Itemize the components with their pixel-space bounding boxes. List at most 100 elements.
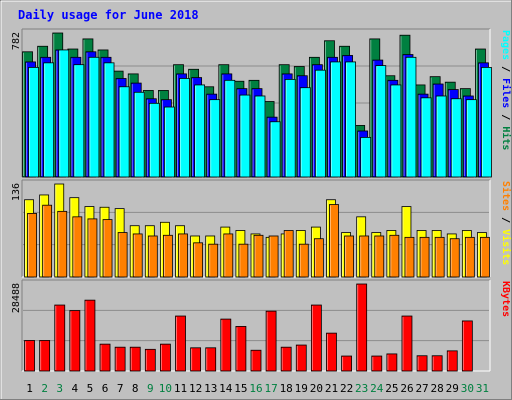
bar-sites-day-23: [359, 235, 370, 278]
bar-sites-day-4: [72, 216, 83, 278]
bar-sites-day-8: [132, 233, 143, 278]
bar-pages-day-2: [43, 62, 55, 178]
bar-sites-day-31: [480, 236, 490, 278]
x-tick-label-day-6: 6: [102, 382, 109, 395]
x-tick-label-day-26: 26: [400, 382, 413, 395]
bar-kbytes-day-27: [416, 355, 428, 372]
chart-panel-2: 136 Sites / Visits: [11, 179, 512, 278]
bar-pages-day-20: [314, 69, 326, 178]
bar-kbytes-day-26: [401, 315, 413, 372]
y-axis-legend: Sites / Visits: [500, 181, 512, 265]
y-max-label: 28488: [11, 283, 22, 313]
legend-hits: Hits: [500, 126, 512, 150]
legend-separator: /: [500, 108, 511, 126]
x-tick-label-day-7: 7: [117, 382, 124, 395]
bar-sites-day-10: [163, 234, 173, 278]
bar-pages-day-22: [345, 61, 356, 178]
bar-kbytes-day-4: [69, 310, 81, 372]
bar-kbytes-day-13: [205, 347, 217, 372]
bar-kbytes-day-14: [220, 318, 232, 372]
bar-pages-day-7: [118, 86, 130, 178]
bar-pages-day-12: [194, 84, 206, 178]
bar-pages-day-26: [405, 56, 417, 178]
bar-kbytes-day-20: [310, 304, 322, 372]
bar-kbytes-day-17: [265, 310, 277, 372]
legend-sites: Sites: [500, 181, 512, 211]
x-tick-label-day-20: 20: [310, 382, 323, 395]
bar-pages-day-16: [254, 95, 266, 178]
bar-sites-day-28: [434, 236, 445, 278]
bar-kbytes-day-30: [461, 320, 473, 372]
x-tick-label-day-23: 23: [355, 382, 368, 395]
chart-panels: 782 Pages / Files / Hits 136 Sites / Visits…: [11, 28, 512, 372]
bar-sites-day-7: [117, 232, 128, 278]
bar-sites-day-5: [87, 218, 98, 278]
bar-pages-day-8: [133, 91, 145, 178]
bar-sites-day-22: [344, 235, 354, 278]
legend-visits: Visits: [500, 229, 512, 265]
chart-title: Daily usage for June 2018: [18, 8, 199, 22]
bar-sites-day-13: [208, 243, 219, 278]
bar-pages-day-25: [390, 84, 402, 178]
bar-kbytes-day-19: [295, 344, 307, 372]
x-tick-label-day-28: 28: [431, 382, 444, 395]
bar-kbytes-day-15: [235, 326, 247, 372]
bar-pages-day-29: [450, 98, 462, 178]
x-tick-label-day-18: 18: [280, 382, 293, 395]
bar-pages-day-6: [103, 62, 115, 178]
bar-kbytes-day-16: [250, 349, 262, 372]
chart-panel-3: 28488 KBytes: [11, 279, 511, 372]
bar-sites-day-29: [449, 238, 460, 278]
bar-pages-day-10: [164, 106, 175, 178]
x-tick-label-day-29: 29: [446, 382, 459, 395]
y-max-label: 136: [11, 183, 22, 201]
bar-kbytes-day-2: [39, 340, 51, 372]
x-tick-label-day-21: 21: [325, 382, 338, 395]
bar-sites-day-9: [147, 235, 158, 278]
bar-sites-day-17: [268, 235, 279, 278]
bar-kbytes-day-8: [129, 346, 141, 372]
x-tick-label-day-2: 2: [41, 382, 48, 395]
bar-kbytes-day-29: [446, 350, 458, 372]
bar-kbytes-day-1: [24, 340, 35, 372]
bar-pages-day-11: [179, 78, 190, 178]
bar-sites-day-24: [374, 235, 385, 278]
x-tick-label-day-22: 22: [340, 382, 353, 395]
bar-pages-day-14: [224, 79, 236, 178]
bar-pages-day-1: [28, 67, 39, 178]
bar-sites-day-14: [223, 233, 234, 278]
bar-sites-day-26: [404, 236, 415, 278]
bar-pages-day-24: [375, 65, 387, 178]
x-tick-label-day-16: 16: [249, 382, 262, 395]
bar-sites-day-18: [283, 230, 294, 278]
bar-sites-day-2: [42, 204, 53, 278]
x-tick-label-day-25: 25: [385, 382, 398, 395]
bar-pages-day-31: [481, 67, 492, 178]
bar-kbytes-day-18: [280, 346, 292, 372]
bar-pages-day-23: [360, 137, 372, 178]
x-tick-label-day-8: 8: [132, 382, 139, 395]
bar-kbytes-day-23: [356, 283, 368, 372]
bar-sites-day-12: [193, 242, 204, 278]
legend-separator: /: [500, 60, 511, 78]
bar-pages-day-4: [73, 64, 85, 178]
bar-pages-day-21: [330, 61, 341, 178]
legend-files: Files: [500, 78, 512, 108]
bar-pages-day-28: [435, 95, 447, 178]
y-axis-legend: KBytes: [500, 281, 511, 317]
bar-sites-day-6: [102, 219, 113, 278]
x-tick-label-day-27: 27: [415, 382, 428, 395]
bar-kbytes-day-9: [144, 348, 156, 372]
bar-sites-day-1: [27, 213, 37, 278]
bar-pages-day-19: [299, 87, 311, 178]
legend-pages: Pages: [500, 30, 511, 60]
bar-kbytes-day-22: [341, 355, 352, 372]
bar-kbytes-day-3: [54, 304, 66, 372]
bar-kbytes-day-6: [99, 343, 111, 372]
x-tick-label-day-11: 11: [174, 382, 187, 395]
legend-separator: /: [500, 211, 511, 229]
bar-pages-day-27: [420, 97, 432, 178]
bar-sites-day-20: [313, 238, 324, 278]
x-tick-label-day-30: 30: [461, 382, 474, 395]
bar-pages-day-9: [148, 102, 160, 178]
